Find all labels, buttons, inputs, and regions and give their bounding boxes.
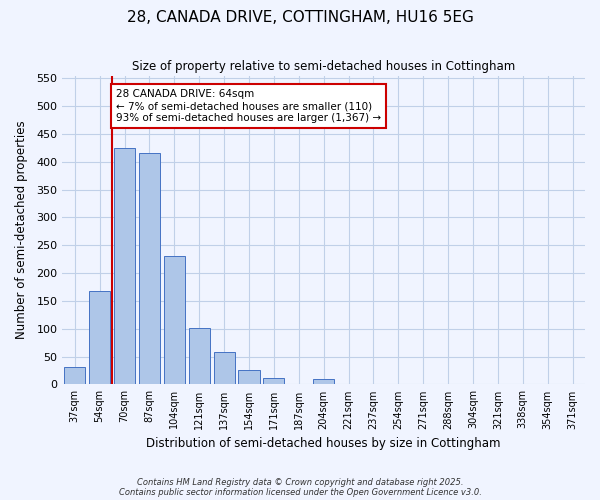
Bar: [313, 380, 334, 384]
Bar: [89, 291, 110, 384]
X-axis label: Distribution of semi-detached houses by size in Cottingham: Distribution of semi-detached houses by …: [146, 437, 501, 450]
Bar: [139, 154, 160, 384]
Bar: [188, 328, 210, 384]
Text: 28 CANADA DRIVE: 64sqm
← 7% of semi-detached houses are smaller (110)
93% of sem: 28 CANADA DRIVE: 64sqm ← 7% of semi-deta…: [116, 90, 381, 122]
Bar: [164, 256, 185, 384]
Bar: [64, 366, 85, 384]
Bar: [238, 370, 260, 384]
Text: Contains HM Land Registry data © Crown copyright and database right 2025.
Contai: Contains HM Land Registry data © Crown c…: [119, 478, 481, 497]
Bar: [214, 352, 235, 384]
Title: Size of property relative to semi-detached houses in Cottingham: Size of property relative to semi-detach…: [132, 60, 515, 73]
Bar: [114, 148, 135, 384]
Bar: [263, 378, 284, 384]
Text: 28, CANADA DRIVE, COTTINGHAM, HU16 5EG: 28, CANADA DRIVE, COTTINGHAM, HU16 5EG: [127, 10, 473, 25]
Y-axis label: Number of semi-detached properties: Number of semi-detached properties: [15, 120, 28, 340]
